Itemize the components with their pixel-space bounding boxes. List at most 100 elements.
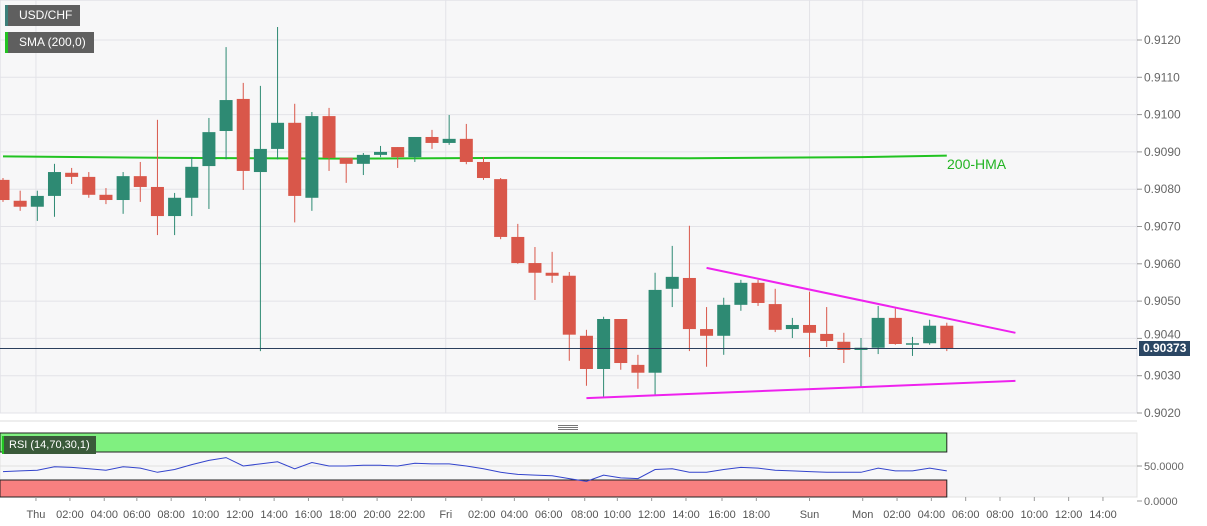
candle xyxy=(528,247,542,300)
y-tick-label: 0.9030 xyxy=(1144,369,1181,383)
candle-body xyxy=(700,329,714,336)
hma-annotation-label: 200-HMA xyxy=(947,156,1007,172)
candle-body xyxy=(374,151,388,155)
candle xyxy=(219,47,233,160)
candle xyxy=(133,161,147,202)
candle-body xyxy=(476,161,490,179)
rsi-indicator-badge[interactable]: RSI (14,70,30,1) xyxy=(2,436,96,454)
candle-body xyxy=(168,197,182,217)
candle xyxy=(734,279,748,311)
candle-body xyxy=(803,324,817,333)
candle xyxy=(940,322,954,352)
x-tick-label: 10:00 xyxy=(192,509,220,521)
x-tick-label: Sun xyxy=(800,509,820,521)
candle xyxy=(476,157,490,180)
candle-body xyxy=(82,176,96,195)
candle-body xyxy=(631,364,645,373)
candle-body xyxy=(579,335,593,369)
candle-body xyxy=(528,263,542,273)
x-tick-label: 04:00 xyxy=(90,509,118,521)
lower-trendline xyxy=(586,379,1016,400)
candle-body xyxy=(888,317,902,344)
x-tick-label: 18:00 xyxy=(329,509,357,521)
candle-body xyxy=(785,324,799,330)
candle xyxy=(614,319,628,370)
candle xyxy=(116,172,130,214)
candle xyxy=(339,157,353,183)
candle-body xyxy=(0,179,10,201)
candle xyxy=(751,279,765,306)
candle-body xyxy=(820,333,834,342)
candle xyxy=(185,157,199,217)
y-tick-label: 0.9060 xyxy=(1144,257,1181,271)
candle-body xyxy=(305,116,319,198)
candle-body xyxy=(459,138,473,162)
candle xyxy=(837,332,851,364)
x-tick-label: 14:00 xyxy=(1089,509,1117,521)
candle xyxy=(888,308,902,345)
candle xyxy=(803,291,817,358)
x-tick-label: Fri xyxy=(439,509,452,521)
candle-body xyxy=(545,272,559,276)
candle-body xyxy=(133,176,147,187)
candle xyxy=(717,297,731,355)
x-tick-label: 04:00 xyxy=(918,509,946,521)
candle xyxy=(425,129,439,149)
sma-indicator-badge[interactable]: SMA (200,0) xyxy=(5,32,94,53)
last-price-badge: 0.90373 xyxy=(1139,341,1191,357)
candle xyxy=(820,307,834,347)
candle xyxy=(236,82,250,190)
candle-body xyxy=(65,172,79,177)
y-tick-label: 0.9100 xyxy=(1144,108,1181,122)
candle xyxy=(631,354,645,389)
y-tick-label: 0.9120 xyxy=(1144,33,1181,47)
candle xyxy=(356,153,370,176)
candle-body xyxy=(597,319,611,369)
upper-trendline xyxy=(706,266,1016,334)
candle xyxy=(682,225,696,352)
candle-body xyxy=(150,186,164,217)
y-tick-label: 0.9020 xyxy=(1144,406,1181,420)
x-tick-label: 14:00 xyxy=(260,509,288,521)
x-tick-label: 02:00 xyxy=(56,509,84,521)
candle xyxy=(665,245,679,308)
candle-body xyxy=(837,341,851,350)
y-tick-label: 0.9070 xyxy=(1144,220,1181,234)
candle xyxy=(374,145,388,158)
x-tick-label: 04:00 xyxy=(501,509,529,521)
x-tick-label: Thu xyxy=(26,509,45,521)
candle-body xyxy=(905,343,919,345)
candle xyxy=(923,319,937,345)
candle xyxy=(30,190,44,221)
x-tick-label: 06:00 xyxy=(123,509,151,521)
x-tick-label: 12:00 xyxy=(226,509,254,521)
candle xyxy=(47,163,61,217)
candle xyxy=(511,223,525,264)
candle-body xyxy=(614,319,628,364)
candle-body xyxy=(511,236,525,264)
candle-body xyxy=(339,157,353,164)
candle xyxy=(13,190,27,211)
candle-body xyxy=(717,304,731,336)
candle xyxy=(0,178,10,202)
candle-body xyxy=(185,166,199,198)
x-tick-label: 22:00 xyxy=(398,509,426,521)
pane-resize-handle[interactable] xyxy=(558,424,578,432)
symbol-badge[interactable]: USD/CHF xyxy=(5,5,81,26)
x-tick-label: 10:00 xyxy=(1021,509,1049,521)
x-tick-label: Mon xyxy=(852,509,873,521)
x-tick-label: 16:00 xyxy=(708,509,736,521)
candle xyxy=(459,123,473,165)
candle xyxy=(494,178,508,240)
candle xyxy=(253,85,267,352)
candle xyxy=(648,272,662,395)
candle xyxy=(288,103,302,223)
y-tick-label: 0.9110 xyxy=(1144,70,1180,84)
candle xyxy=(99,188,113,205)
candle-body xyxy=(682,277,696,330)
x-tick-label: 06:00 xyxy=(535,509,563,521)
candle-body xyxy=(356,154,370,164)
x-tick-label: 08:00 xyxy=(986,509,1014,521)
candle-body xyxy=(47,172,61,196)
